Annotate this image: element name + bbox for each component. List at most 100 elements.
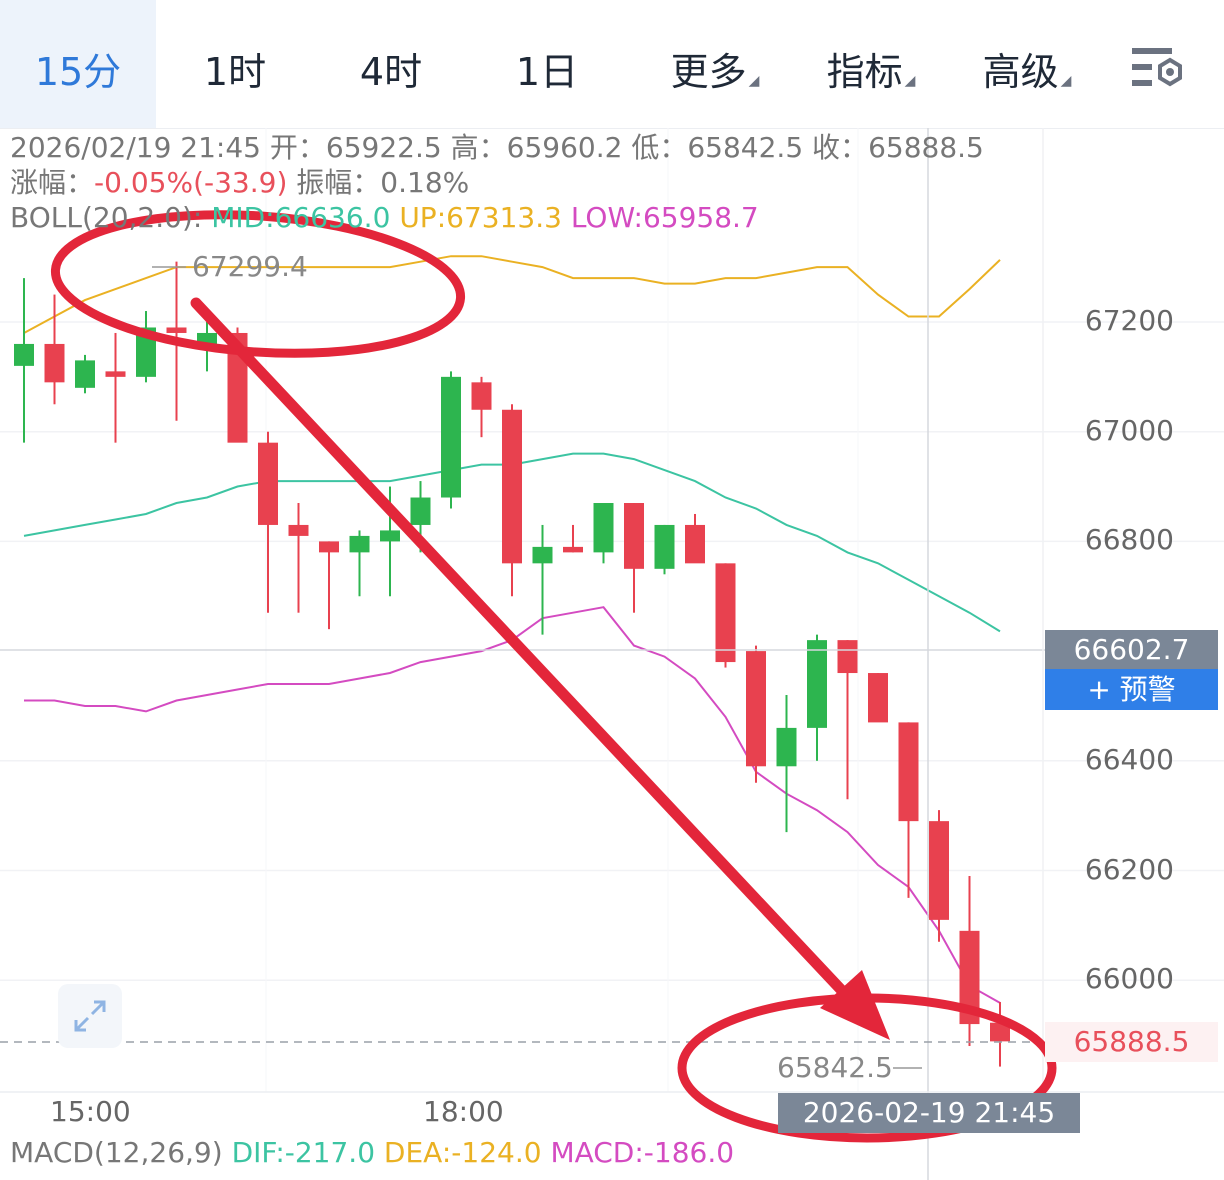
tab-label: 1日: [515, 50, 579, 94]
candle-body: [75, 360, 95, 388]
expand-icon: [74, 1000, 106, 1032]
last-price-tag: 65888.5: [1045, 1022, 1218, 1062]
candle-time: 2026/02/19 21:45: [10, 131, 261, 164]
candlestick-chart[interactable]: [0, 128, 1224, 1180]
candle: [593, 503, 614, 564]
tab-label: 更多: [670, 50, 747, 94]
tab-advanced[interactable]: 高级 ◢: [962, 0, 1092, 128]
candle: [685, 513, 705, 564]
caret-icon: ◢: [904, 73, 916, 89]
tab-4h[interactable]: 4时: [326, 0, 456, 128]
candle: [929, 810, 949, 942]
expand-button[interactable]: [58, 984, 122, 1048]
y-tick-label: 67000: [1084, 413, 1174, 447]
candle: [44, 294, 65, 405]
macd-dif: DIF:-217.0: [231, 1136, 376, 1169]
candle-body: [776, 727, 797, 767]
candle-body: [532, 546, 553, 564]
candles: [14, 261, 1010, 1067]
max-price-label: 67299.4: [192, 250, 308, 283]
candle-body: [197, 332, 217, 344]
tab-label: 15分: [34, 50, 122, 94]
candle-body: [471, 382, 492, 410]
boll-line: BOLL(20,2.0): MID:66636.0 UP:67313.3 LOW…: [10, 200, 984, 235]
candle: [441, 371, 461, 509]
candle-body: [868, 673, 888, 723]
candle: [959, 875, 980, 1047]
macd-info: MACD(12,26,9) DIF:-217.0 DEA:-124.0 MACD…: [10, 1136, 734, 1169]
close-value: 65888.5: [868, 131, 984, 164]
high-value: 65960.2: [506, 131, 623, 164]
tab-label: 指标: [826, 50, 903, 94]
open-label: 开：: [269, 131, 326, 164]
candle: [654, 524, 675, 575]
candle: [746, 645, 766, 783]
annotation-arrow-line: [190, 297, 868, 1018]
caret-icon: ◢: [1060, 73, 1072, 89]
macd-label: MACD(12,26,9): [10, 1136, 223, 1169]
tab-label: 4时: [359, 50, 423, 94]
ohlc-info: 2026/02/19 21:45 开：65922.5 高：65960.2 低：6…: [10, 130, 984, 235]
y-tick-label: 67200: [1084, 304, 1174, 337]
candle-body: [654, 524, 675, 569]
tab-indicators[interactable]: 指标 ◢: [806, 0, 936, 128]
chart-settings-icon[interactable]: [1130, 44, 1186, 94]
candle: [502, 404, 522, 597]
y-tick-label: 66200: [1084, 852, 1174, 886]
change-line: 涨幅：-0.05%(-33.9) 振幅：0.18%: [10, 165, 984, 200]
change-label: 涨幅：: [10, 166, 95, 199]
candle: [319, 541, 339, 630]
tab-1d[interactable]: 1日: [482, 0, 612, 128]
candle: [563, 524, 583, 553]
tab-1h[interactable]: 1时: [170, 0, 300, 128]
candle: [471, 376, 492, 438]
candle-body: [166, 327, 187, 333]
candle: [898, 722, 919, 898]
candle-body: [502, 409, 522, 564]
candle: [624, 503, 644, 613]
candle-body: [715, 563, 736, 663]
low-value: 65842.5: [687, 131, 804, 164]
y-tick-label: 66800: [1084, 523, 1174, 557]
amplitude-value: 0.18%: [380, 166, 470, 199]
timeframe-tabs: 15分 1时 4时 1日 更多 ◢ 指标 ◢ 高级 ◢: [0, 0, 1224, 129]
candle-body: [624, 503, 644, 569]
candle-body: [14, 343, 34, 366]
candle-body: [807, 640, 827, 728]
candle: [807, 634, 827, 761]
macd-value: MACD:-186.0: [550, 1136, 735, 1169]
tab-more[interactable]: 更多 ◢: [650, 0, 780, 128]
candle: [349, 530, 370, 597]
change-value: -0.05%(-33.9): [94, 166, 288, 199]
candle: [258, 431, 278, 613]
candle: [105, 332, 126, 443]
open-value: 65922.5: [325, 131, 442, 164]
add-alert-button[interactable]: + 预警: [1045, 669, 1218, 710]
candle: [75, 354, 95, 394]
boll-low: LOW:65958.7: [570, 201, 759, 234]
candle-body: [380, 530, 400, 542]
amplitude-label: 振幅：: [296, 166, 381, 199]
boll-up: UP:67313.3: [399, 201, 562, 234]
crosshair-time-tag: 2026-02-19 21:45: [778, 1093, 1080, 1133]
candle: [532, 524, 553, 635]
candle: [868, 673, 888, 723]
close-label: 收：: [812, 131, 869, 164]
ohlc-line: 2026/02/19 21:45 开：65922.5 高：65960.2 低：6…: [10, 130, 984, 165]
candle-body: [288, 524, 309, 536]
candle: [288, 503, 309, 613]
macd-dea: DEA:-124.0: [383, 1136, 542, 1169]
boll-upper-line: [23, 255, 1001, 334]
gridlines: [0, 128, 1224, 1092]
candle-body: [44, 343, 65, 383]
candle-body: [685, 524, 705, 564]
tab-15min[interactable]: 15分: [0, 0, 156, 128]
candle-body: [563, 546, 583, 553]
y-tick-label: 66000: [1084, 962, 1174, 996]
crosshair-price-tag: 66602.7: [1045, 630, 1218, 669]
boll-mid: MID:66636.0: [211, 201, 391, 234]
min-price-label: 65842.5: [777, 1051, 893, 1084]
tab-label: 高级: [982, 50, 1059, 94]
bollinger-bands: [23, 255, 1001, 1004]
annotation-ellipse-top: [50, 210, 466, 358]
